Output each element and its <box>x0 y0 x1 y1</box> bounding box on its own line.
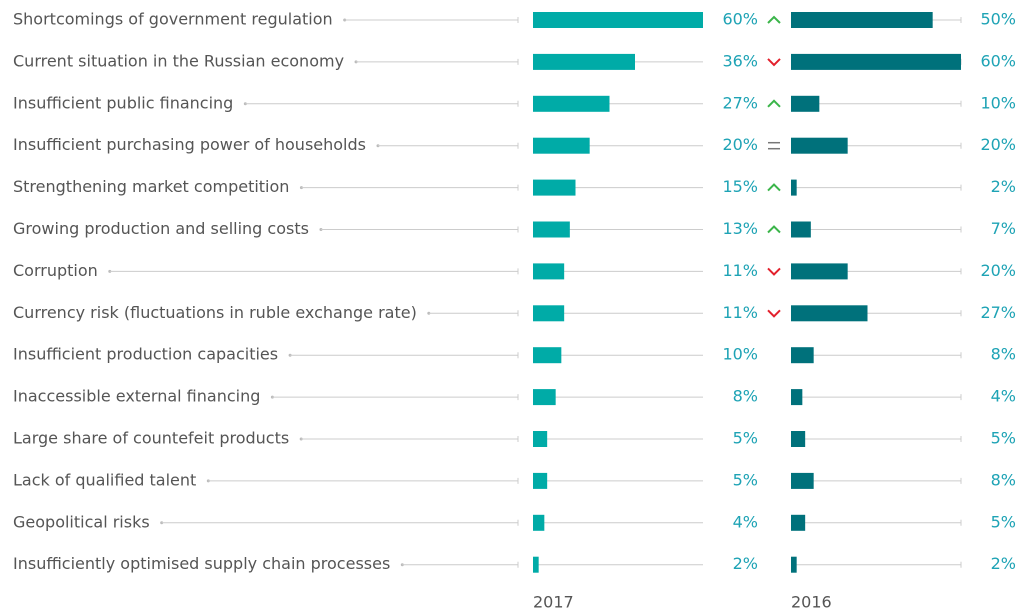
trend-down <box>767 58 781 67</box>
bar <box>533 12 703 28</box>
value-label: 20% <box>722 135 758 154</box>
trend-up <box>767 15 781 24</box>
bar <box>533 556 539 573</box>
bar <box>533 431 548 447</box>
value-label: 13% <box>722 219 758 238</box>
value-label: 4% <box>733 512 758 531</box>
value-label: 2% <box>991 554 1016 573</box>
value-label: 50% <box>980 10 1016 29</box>
category-label: Inaccessible external financing <box>13 387 260 406</box>
value-label: 5% <box>991 429 1016 448</box>
category-label: Insufficient public financing <box>13 93 233 112</box>
bar <box>791 305 868 322</box>
value-label: 27% <box>722 93 758 112</box>
category-label: Insufficient purchasing power of househo… <box>13 135 366 154</box>
value-label: 20% <box>980 135 1016 154</box>
category-label: Currency risk (fluctuations in ruble exc… <box>13 303 417 322</box>
bar <box>533 221 570 238</box>
value-label: 2% <box>991 177 1016 196</box>
bar <box>533 389 556 406</box>
category-label: Corruption <box>13 261 98 280</box>
bar <box>791 221 811 238</box>
category-label: Lack of qualified talent <box>13 470 196 489</box>
bar <box>791 472 814 489</box>
value-label: 8% <box>991 345 1016 364</box>
trend-up <box>767 225 781 234</box>
value-label: 15% <box>722 177 758 196</box>
value-label: 5% <box>733 429 758 448</box>
category-label: Geopolitical risks <box>13 512 150 531</box>
value-label: 8% <box>733 387 758 406</box>
value-label: 10% <box>980 93 1016 112</box>
category-label: Insufficiently optimised supply chain pr… <box>13 554 390 573</box>
bar <box>791 137 848 154</box>
bar <box>791 431 806 447</box>
value-label: 8% <box>991 470 1016 489</box>
category-label: Strengthening market competition <box>13 177 289 196</box>
value-label: 10% <box>722 345 758 364</box>
value-label: 11% <box>722 261 758 280</box>
category-label: Current situation in the Russian economy <box>13 51 344 70</box>
value-label: 2% <box>733 554 758 573</box>
value-label: 5% <box>733 470 758 489</box>
category-label: Large share of countefeit products <box>13 429 289 448</box>
value-label: 60% <box>722 10 758 29</box>
bar <box>791 53 961 70</box>
value-label: 60% <box>980 51 1016 70</box>
panel-label: 2017 <box>533 593 574 612</box>
bar <box>791 389 803 406</box>
trend-up <box>767 99 781 108</box>
bar <box>791 95 820 112</box>
value-label: 27% <box>980 303 1016 322</box>
bar <box>533 95 610 112</box>
value-label: 20% <box>980 261 1016 280</box>
category-label: Shortcomings of government regulation <box>13 10 333 29</box>
trend-down <box>767 309 781 318</box>
bar <box>533 179 576 196</box>
bar <box>533 137 590 154</box>
trend-up <box>767 183 781 192</box>
panel-label: 2016 <box>791 593 832 612</box>
value-label: 7% <box>991 219 1016 238</box>
category-label: Insufficient production capacities <box>13 345 278 364</box>
value-label: 5% <box>991 512 1016 531</box>
bar <box>791 556 797 573</box>
trend-down <box>767 267 781 276</box>
value-label: 36% <box>722 51 758 70</box>
bar <box>533 53 635 70</box>
bar <box>533 263 565 280</box>
value-label: 4% <box>991 387 1016 406</box>
value-label: 11% <box>722 303 758 322</box>
bar <box>791 347 814 364</box>
bar <box>791 179 797 196</box>
bar <box>533 305 565 322</box>
bar <box>791 263 848 280</box>
bar <box>791 514 806 531</box>
bar <box>533 347 562 364</box>
bar <box>533 514 545 531</box>
bar <box>533 472 548 489</box>
category-label: Growing production and selling costs <box>13 219 309 238</box>
bar <box>791 12 933 28</box>
